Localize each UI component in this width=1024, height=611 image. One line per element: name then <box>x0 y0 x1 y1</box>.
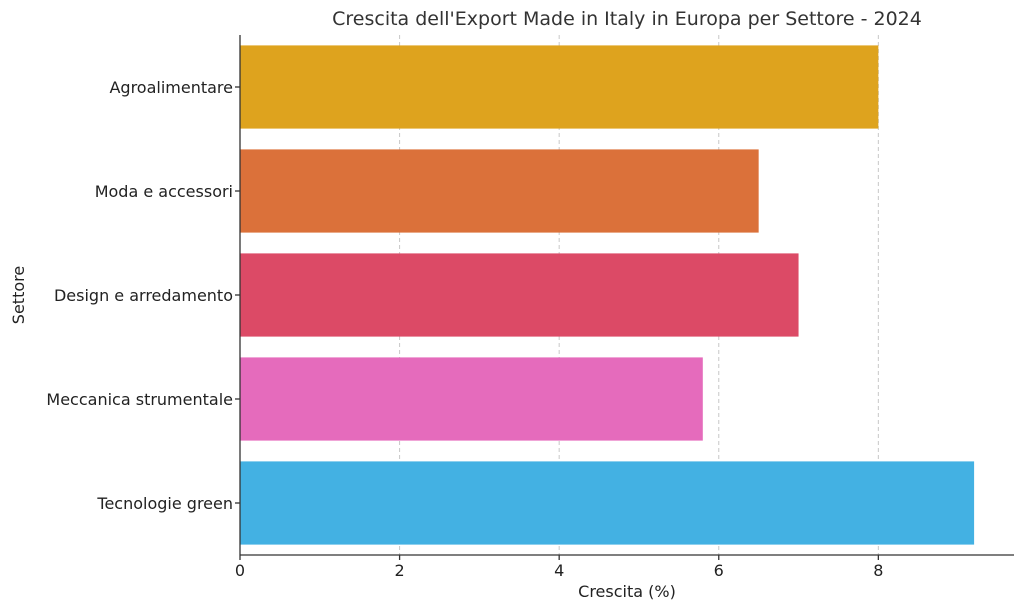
y-tick-label: Tecnologie green <box>96 494 233 513</box>
bars <box>240 45 975 545</box>
bar-tecnologie-green <box>240 461 975 545</box>
x-tick-label: 4 <box>554 561 564 580</box>
y-axis-label: Settore <box>9 266 28 324</box>
bar-meccanica-strumentale <box>240 357 703 441</box>
y-axis-categories: Agroalimentare Moda e accessori Design e a… <box>46 78 240 513</box>
y-tick-label: Moda e accessori <box>95 182 233 201</box>
y-tick-label: Meccanica strumentale <box>46 390 233 409</box>
x-axis-label: Crescita (%) <box>578 582 676 601</box>
x-axis-ticks: 0 2 4 6 8 <box>235 555 883 580</box>
x-tick-label: 8 <box>873 561 883 580</box>
x-tick-label: 2 <box>394 561 404 580</box>
x-tick-label: 0 <box>235 561 245 580</box>
chart-title: Crescita dell'Export Made in Italy in Eu… <box>332 8 922 30</box>
bar-agroalimentare <box>240 45 879 129</box>
bar-moda-e-accessori <box>240 149 759 233</box>
y-tick-label: Design e arredamento <box>54 286 233 305</box>
bar-design-e-arredamento <box>240 253 799 337</box>
y-tick-label: Agroalimentare <box>109 78 233 97</box>
x-tick-label: 6 <box>714 561 724 580</box>
